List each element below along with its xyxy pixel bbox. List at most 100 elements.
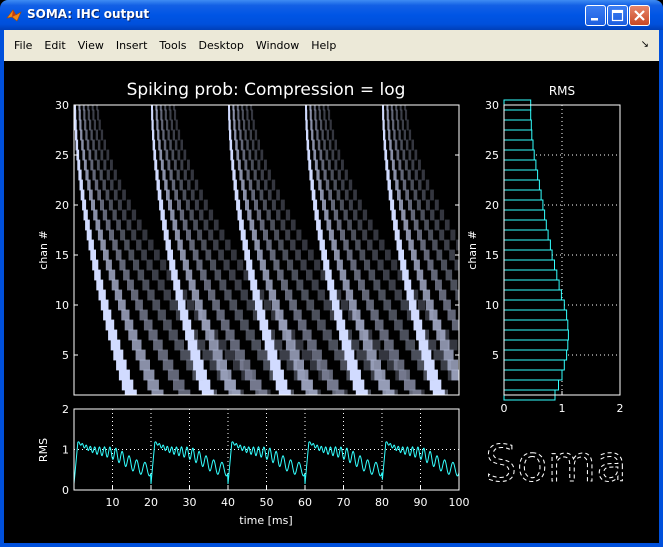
- rms-bar: [503, 129, 533, 141]
- heatmap-cell: [193, 219, 198, 231]
- heatmap-cell: [152, 299, 161, 311]
- heatmap-cell: [174, 339, 184, 351]
- heatmap-cell: [97, 139, 101, 151]
- heatmap-cell: [308, 159, 312, 171]
- heatmap-cell: [114, 289, 123, 301]
- heatmap-cell: [267, 189, 272, 201]
- heatmap-cell: [169, 109, 172, 121]
- heatmap-cell: [395, 109, 398, 121]
- maximize-icon: [611, 9, 624, 22]
- menu-window[interactable]: Window: [255, 39, 300, 52]
- heatmap-cell: [118, 299, 126, 311]
- heatmap-cell: [189, 239, 195, 251]
- heatmap-cell: [180, 139, 183, 151]
- heatmap-cell: [106, 169, 110, 181]
- matlab-app-icon[interactable]: [6, 7, 22, 23]
- heatmap-cell: [355, 319, 365, 331]
- heatmap-cell: [353, 189, 357, 201]
- heatmap-cell: [100, 199, 104, 211]
- heatmap-cell: [213, 219, 219, 231]
- heatmap-cell: [411, 249, 417, 261]
- heatmap-cell: [90, 159, 94, 171]
- figure-canvas[interactable]: Spiking prob: Compression = log 51015202…: [4, 61, 659, 543]
- heatmap-cell: [235, 139, 238, 151]
- menu-help[interactable]: Help: [311, 39, 337, 52]
- heatmap-cell: [174, 229, 180, 241]
- heatmap-cell: [318, 105, 321, 111]
- heatmap-cell: [425, 199, 430, 211]
- dock-arrow-icon[interactable]: ↘: [640, 39, 649, 50]
- heatmap-cell: [198, 309, 207, 321]
- menu-insert[interactable]: Insert: [115, 39, 148, 52]
- heatmap-cell: [413, 319, 423, 331]
- menu-desktop[interactable]: Desktop: [198, 39, 244, 52]
- heatmap-cell: [370, 309, 379, 321]
- heatmap-cell: [320, 269, 327, 281]
- heatmap-cell: [307, 339, 317, 351]
- heatmap-cell: [290, 219, 296, 231]
- heatmap-cell: [450, 279, 458, 291]
- heatmap-cell: [348, 179, 353, 191]
- heatmap-cell: [402, 269, 409, 281]
- heatmap-cell: [183, 149, 187, 161]
- heatmap-cell: [239, 359, 251, 371]
- heatmap-cell: [92, 139, 95, 151]
- heatmap-cell: [336, 219, 342, 231]
- heatmap-cell: [173, 105, 176, 111]
- heatmap-cell: [445, 269, 453, 281]
- heatmap-cell: [426, 299, 434, 311]
- heatmap-cell: [201, 389, 214, 395]
- menu-file[interactable]: File: [14, 39, 33, 52]
- heatmap-cell: [201, 239, 207, 251]
- heatmap-cell: [257, 139, 260, 151]
- heatmap-cell: [179, 179, 183, 191]
- heatmap-cell: [340, 359, 351, 371]
- heatmap-cell: [396, 239, 402, 251]
- heatmap-cell: [372, 249, 378, 261]
- heatmap-cell: [155, 105, 158, 111]
- menu-edit[interactable]: Edit: [44, 39, 66, 52]
- heatmap-cell: [344, 189, 349, 201]
- heatmap-cell: [203, 219, 209, 231]
- close-button[interactable]: [629, 5, 650, 26]
- heatmap-cell: [260, 169, 264, 181]
- heatmap-cell: [400, 139, 403, 151]
- heatmap-cell: [75, 129, 78, 141]
- heatmap-cell: [208, 289, 216, 301]
- rms-bar-xtick-label: 2: [617, 402, 624, 415]
- heatmap-cell: [417, 299, 426, 311]
- heatmap-cell: [310, 359, 321, 371]
- heatmap-cell: [186, 299, 195, 311]
- menu-view[interactable]: View: [77, 39, 104, 52]
- heatmap-cell: [349, 369, 361, 381]
- heatmap-cell: [264, 159, 267, 171]
- heatmap-cell: [295, 249, 301, 261]
- heatmap-cell: [370, 339, 381, 351]
- heatmap-cell: [243, 119, 246, 131]
- heatmap-cell: [385, 159, 389, 171]
- heatmap-cell: [156, 179, 160, 191]
- menu-tools[interactable]: Tools: [159, 39, 187, 52]
- title-bar[interactable]: SOMA: IHC output: [0, 0, 663, 30]
- heatmap-ytick-label: 20: [55, 199, 69, 212]
- heatmap-cell: [317, 139, 321, 151]
- heatmap-cell: [424, 359, 435, 371]
- heatmap-cell: [187, 179, 191, 191]
- heatmap-cell: [257, 309, 266, 321]
- heatmap-cell: [152, 269, 159, 281]
- heatmap-cell: [219, 279, 227, 291]
- heatmap-cell: [331, 199, 335, 211]
- minimize-button[interactable]: [585, 5, 606, 26]
- heatmap-cell: [423, 249, 430, 261]
- heatmap-cell: [237, 159, 241, 171]
- maximize-button[interactable]: [607, 5, 628, 26]
- heatmap-cell: [252, 119, 255, 131]
- heatmap-cell: [249, 129, 252, 141]
- heatmap-cell: [281, 279, 288, 291]
- heatmap-cell: [334, 249, 340, 261]
- heatmap-cell: [417, 359, 428, 371]
- heatmap-cell: [174, 109, 177, 121]
- heatmap-cell: [391, 259, 398, 271]
- heatmap-cell: [285, 229, 291, 241]
- heatmap-cell: [398, 159, 402, 171]
